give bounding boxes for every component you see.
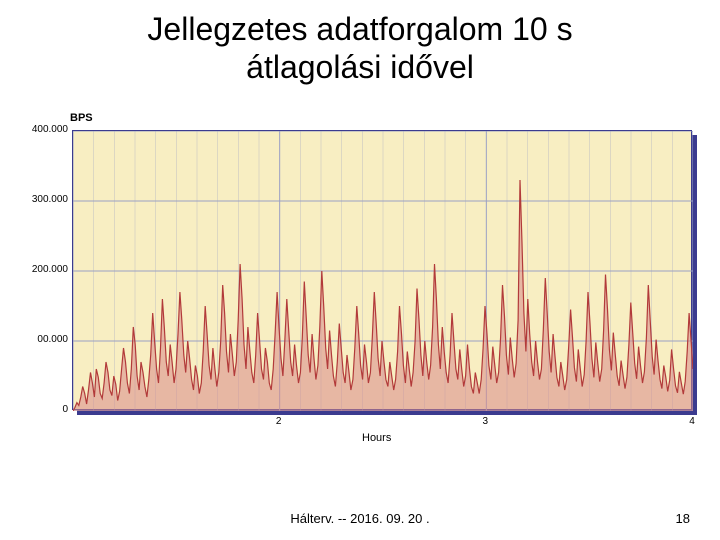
y-tick-label: 00.000	[18, 334, 68, 345]
x-axis-label: Hours	[362, 432, 391, 444]
slide-root: Jellegzetes adatforgalom 10 s átlagolási…	[0, 0, 720, 540]
slide-title: Jellegzetes adatforgalom 10 s átlagolási…	[0, 0, 720, 87]
title-line-2: átlagolási idővel	[246, 49, 474, 85]
traffic-chart: BPS Hours 0 00.000 200.000 300.000 400.000 2 3…	[14, 110, 706, 470]
title-line-1: Jellegzetes adatforgalom 10 s	[147, 11, 572, 47]
page-number: 18	[676, 511, 690, 526]
y-tick-label: 300.000	[18, 194, 68, 205]
x-tick-label: 2	[269, 416, 289, 427]
x-tick-label: 4	[682, 416, 702, 427]
y-tick-label: 400.000	[18, 124, 68, 135]
y-axis-label: BPS	[70, 112, 93, 124]
x-tick-label: 3	[475, 416, 495, 427]
plot-svg	[73, 131, 693, 411]
footer-text: Hálterv. -- 2016. 09. 20 .	[0, 511, 720, 526]
y-tick-label: 0	[18, 404, 68, 415]
plot-area	[72, 130, 692, 410]
y-tick-label: 200.000	[18, 264, 68, 275]
